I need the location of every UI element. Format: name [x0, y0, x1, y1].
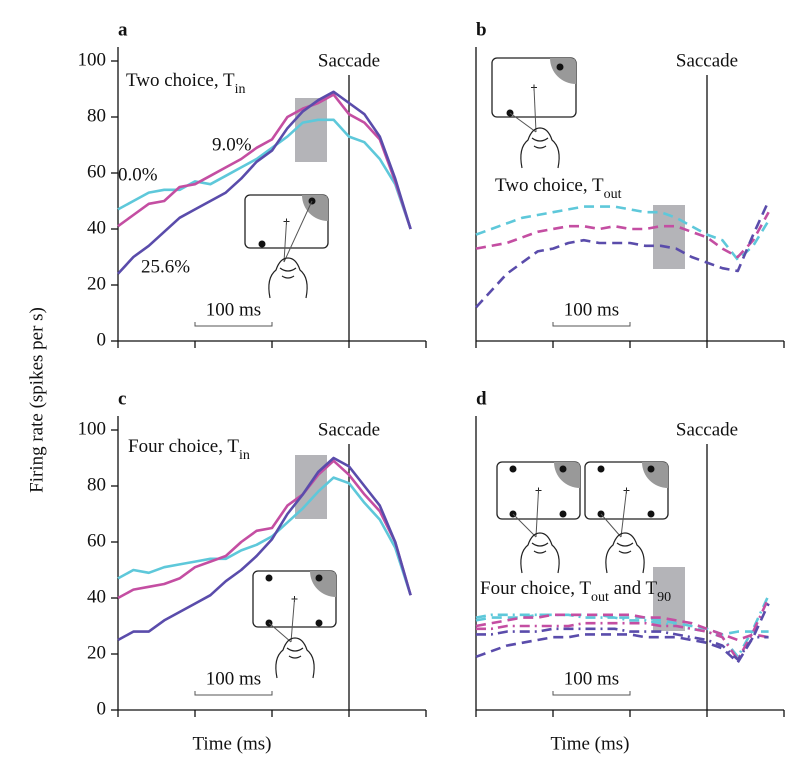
task-icon	[584, 461, 669, 574]
series-line	[475, 205, 770, 262]
target	[559, 510, 567, 518]
target	[647, 510, 655, 518]
target	[315, 619, 323, 627]
label-subscript: 90	[657, 590, 671, 605]
y-axis-label: Firing rate (spikes per s)	[26, 307, 47, 493]
series-line	[476, 627, 769, 661]
y-tick-label: 0	[97, 698, 107, 719]
scale-bar-label: 100 ms	[206, 668, 261, 689]
y-tick-label: 80	[87, 105, 106, 126]
y-tick-label: 80	[87, 474, 106, 495]
label-text: Two choice, T	[495, 175, 604, 196]
y-tick-label: 20	[87, 642, 106, 663]
target	[258, 240, 266, 248]
gaze-line	[533, 87, 537, 133]
condition-label: Two choice, Tin	[126, 70, 245, 96]
head	[520, 127, 560, 169]
series-label: 0.0%	[118, 164, 158, 185]
scale-bar-label: 100 ms	[564, 668, 619, 689]
series-label: 25.6%	[141, 256, 190, 277]
target	[315, 574, 323, 582]
head	[605, 532, 645, 574]
label-text: Four choice, T	[128, 436, 239, 457]
head	[520, 532, 560, 574]
y-tick-label: 40	[87, 586, 106, 607]
panel-letter: b	[476, 19, 487, 40]
y-tick-label: 100	[78, 49, 107, 70]
series-line	[117, 459, 412, 600]
x-axis-label: Time (ms)	[192, 733, 271, 754]
target	[556, 63, 564, 71]
panel-letter: d	[476, 388, 487, 409]
panel-letter: a	[118, 19, 128, 40]
scale-bar	[194, 691, 273, 696]
label-subscript: in	[235, 82, 246, 97]
gaze-line	[600, 513, 622, 538]
gaze-line	[620, 490, 627, 538]
head	[275, 637, 315, 679]
target	[265, 574, 273, 582]
series-line	[475, 603, 770, 664]
response-field	[550, 58, 576, 84]
response-field	[302, 195, 328, 221]
y-tick-label: 0	[97, 329, 107, 350]
series-label: 9.0%	[212, 134, 252, 155]
y-tick-label: 100	[78, 418, 107, 439]
gaze-line	[509, 112, 537, 133]
gaze-line	[268, 622, 292, 643]
scale-bar-label: 100 ms	[206, 299, 261, 320]
label-subscript: out	[591, 590, 609, 605]
x-axis-label: Time (ms)	[550, 733, 629, 754]
series-line	[475, 211, 770, 259]
gaze-line	[512, 513, 537, 538]
label-subscript: in	[239, 448, 250, 463]
condition-label: Four choice, Tin	[128, 436, 250, 462]
series-line	[475, 200, 770, 309]
saccade-label: Saccade	[318, 50, 380, 71]
series-line	[475, 613, 769, 642]
series-line	[117, 90, 412, 275]
scale-bar	[194, 322, 273, 327]
series-line	[117, 93, 412, 230]
target	[597, 465, 605, 473]
gaze-line	[283, 221, 287, 263]
saccade-label: Saccade	[676, 419, 738, 440]
condition-label: Four choice, Tout and T90	[480, 578, 671, 604]
scale-bar	[552, 322, 631, 327]
task-icon	[491, 57, 577, 169]
analysis-window	[295, 98, 327, 162]
gaze-line	[290, 598, 295, 643]
series-line	[117, 456, 412, 642]
saccade-label: Saccade	[318, 419, 380, 440]
scale-bar	[552, 691, 631, 696]
saccade-label: Saccade	[676, 50, 738, 71]
panel-letter: c	[118, 388, 126, 409]
y-tick-label: 60	[87, 161, 106, 182]
head	[268, 257, 308, 299]
series-line	[476, 597, 770, 661]
y-tick-label: 40	[87, 217, 106, 238]
gaze-line	[535, 490, 539, 538]
gaze-line	[283, 200, 313, 263]
y-tick-label: 20	[87, 273, 106, 294]
label-text: and T	[609, 578, 658, 599]
target	[509, 465, 517, 473]
y-tick-label: 60	[87, 530, 106, 551]
task-icon	[496, 461, 581, 574]
series-line	[117, 476, 412, 596]
target	[647, 465, 655, 473]
label-text: Four choice, T	[480, 578, 591, 599]
label-subscript: out	[604, 187, 622, 202]
task-icon	[244, 194, 329, 299]
target	[559, 465, 567, 473]
series-line	[117, 118, 412, 230]
task-icon	[252, 570, 337, 679]
condition-label: Two choice, Tout	[495, 175, 622, 201]
scale-bar-label: 100 ms	[564, 299, 619, 320]
label-text: Two choice, T	[126, 70, 235, 91]
